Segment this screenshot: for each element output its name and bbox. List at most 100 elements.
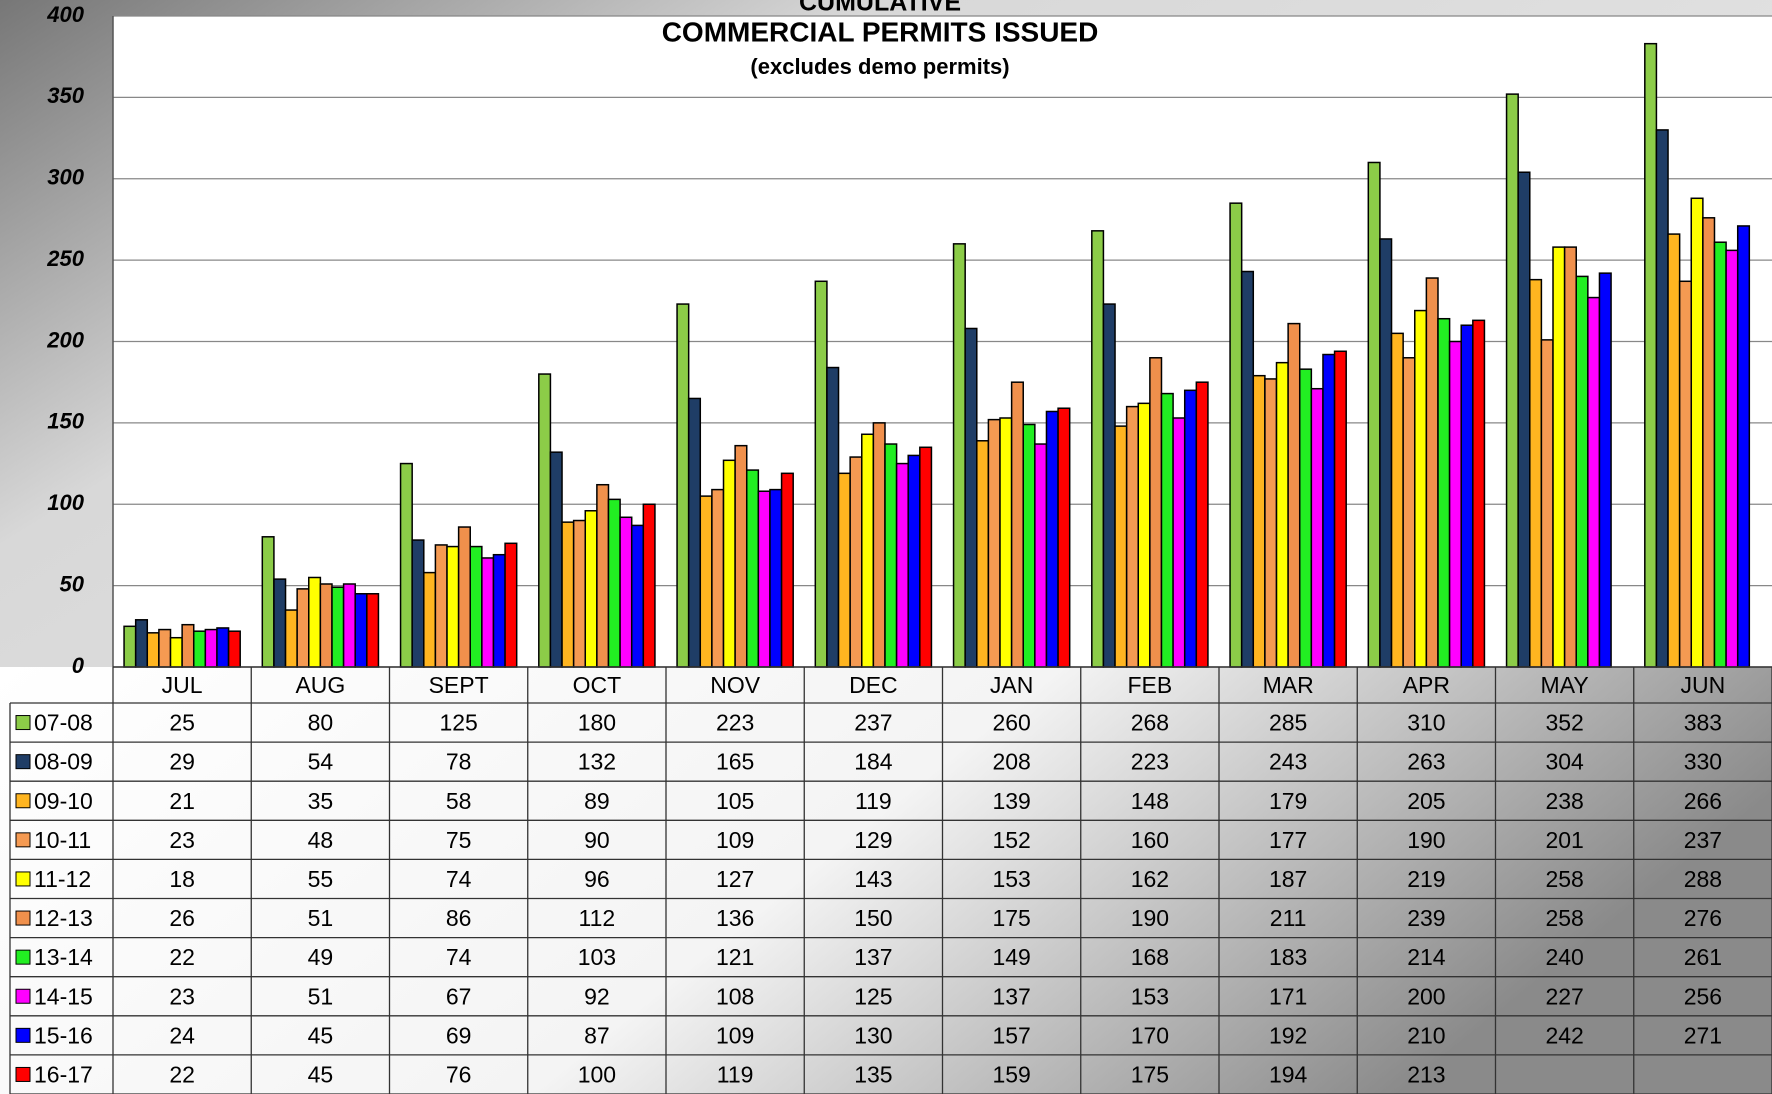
chart-title: COMMERCIAL PERMITS ISSUED bbox=[662, 16, 1099, 47]
table-value: 170 bbox=[1131, 1022, 1169, 1048]
y-tick-label: 200 bbox=[46, 327, 84, 352]
y-tick-label: 150 bbox=[47, 409, 84, 434]
bar bbox=[769, 488, 783, 668]
legend-label: 15-16 bbox=[34, 1022, 93, 1048]
table-value: 266 bbox=[1684, 788, 1722, 814]
table-value: 288 bbox=[1684, 866, 1722, 892]
table-value: 157 bbox=[992, 1022, 1030, 1048]
table-value: 150 bbox=[854, 905, 892, 931]
bar bbox=[1472, 319, 1486, 668]
table-value: 271 bbox=[1684, 1022, 1722, 1048]
y-tick-label: 250 bbox=[46, 246, 84, 271]
bar bbox=[1437, 317, 1451, 668]
table-value: 45 bbox=[308, 1022, 334, 1048]
table-value: 165 bbox=[716, 749, 754, 775]
table-value: 54 bbox=[308, 749, 334, 775]
table-value: 119 bbox=[855, 788, 892, 814]
table-value: 242 bbox=[1545, 1022, 1583, 1048]
bar bbox=[399, 462, 413, 668]
table-value: 261 bbox=[1684, 944, 1722, 970]
bar bbox=[987, 418, 1001, 668]
legend-label: 14-15 bbox=[34, 983, 93, 1009]
table-value: 152 bbox=[992, 827, 1030, 853]
bar bbox=[1667, 233, 1681, 668]
table-value: 87 bbox=[584, 1022, 610, 1048]
table-value: 201 bbox=[1545, 827, 1583, 853]
table-value: 190 bbox=[1131, 905, 1169, 931]
bar bbox=[1310, 387, 1324, 668]
bar bbox=[158, 628, 172, 668]
table-value: 168 bbox=[1131, 944, 1169, 970]
x-tick-label: APR bbox=[1403, 672, 1450, 698]
table-value: 200 bbox=[1407, 983, 1445, 1009]
x-tick-label: AUG bbox=[295, 672, 345, 698]
legend-label: 16-17 bbox=[34, 1062, 93, 1088]
x-tick-label: MAR bbox=[1263, 672, 1314, 698]
legend-swatch bbox=[15, 1066, 31, 1082]
x-tick-label: JUN bbox=[1681, 672, 1726, 698]
table-value: 109 bbox=[716, 1022, 754, 1048]
table-value: 86 bbox=[446, 905, 472, 931]
bar bbox=[1540, 339, 1554, 668]
bar bbox=[1114, 425, 1128, 668]
table-value: 187 bbox=[1269, 866, 1307, 892]
bar bbox=[1057, 407, 1071, 668]
bar bbox=[181, 623, 195, 668]
bar bbox=[1460, 324, 1474, 668]
bar bbox=[1517, 171, 1531, 668]
bar bbox=[607, 498, 621, 668]
bar bbox=[1379, 238, 1393, 668]
table-value: 383 bbox=[1684, 710, 1722, 736]
table-value: 285 bbox=[1269, 710, 1307, 736]
bar bbox=[1552, 246, 1566, 668]
legend-label: 12-13 bbox=[34, 905, 93, 931]
bar bbox=[596, 483, 610, 668]
table-value: 258 bbox=[1545, 905, 1583, 931]
table-value: 194 bbox=[1269, 1062, 1308, 1088]
table-value: 256 bbox=[1684, 983, 1722, 1009]
bar bbox=[1298, 368, 1313, 668]
bar bbox=[1229, 202, 1243, 668]
bar bbox=[952, 243, 966, 668]
table-value: 137 bbox=[854, 944, 892, 970]
legend-label: 10-11 bbox=[34, 827, 91, 853]
bar bbox=[711, 488, 725, 668]
bar bbox=[1160, 392, 1174, 668]
y-tick-label: 350 bbox=[47, 83, 84, 108]
table-value: 75 bbox=[446, 827, 472, 853]
table-value: 175 bbox=[992, 905, 1030, 931]
legend-swatch bbox=[15, 793, 31, 809]
table-value: 149 bbox=[992, 944, 1030, 970]
bar bbox=[1448, 340, 1462, 668]
table-value: 192 bbox=[1269, 1022, 1307, 1048]
bar bbox=[319, 583, 333, 668]
bar bbox=[457, 526, 471, 668]
legend-swatch bbox=[15, 910, 31, 926]
table-value: 310 bbox=[1407, 710, 1445, 736]
table-value: 130 bbox=[854, 1022, 892, 1048]
table-value: 136 bbox=[716, 905, 754, 931]
bar bbox=[722, 459, 736, 668]
table-value: 109 bbox=[716, 827, 754, 853]
x-tick-label: JUL bbox=[162, 672, 203, 698]
table-value: 119 bbox=[717, 1062, 754, 1088]
table-value: 258 bbox=[1545, 866, 1583, 892]
y-tick-label: 0 bbox=[72, 653, 85, 678]
bar bbox=[687, 397, 702, 668]
bar bbox=[216, 627, 230, 668]
bar bbox=[1529, 278, 1543, 668]
legend-label: 11-12 bbox=[34, 866, 91, 892]
table-value: 180 bbox=[578, 710, 616, 736]
legend-swatch bbox=[15, 988, 31, 1004]
table-value: 175 bbox=[1131, 1062, 1169, 1088]
bar bbox=[1183, 389, 1198, 668]
table-value: 219 bbox=[1407, 866, 1445, 892]
table-value: 143 bbox=[854, 866, 892, 892]
legend-label: 13-14 bbox=[34, 944, 93, 970]
bar bbox=[354, 593, 368, 668]
bar bbox=[1322, 353, 1336, 668]
table-value: 183 bbox=[1269, 944, 1307, 970]
table-value: 238 bbox=[1545, 788, 1583, 814]
table-value: 177 bbox=[1269, 827, 1307, 853]
table-value: 148 bbox=[1131, 788, 1169, 814]
